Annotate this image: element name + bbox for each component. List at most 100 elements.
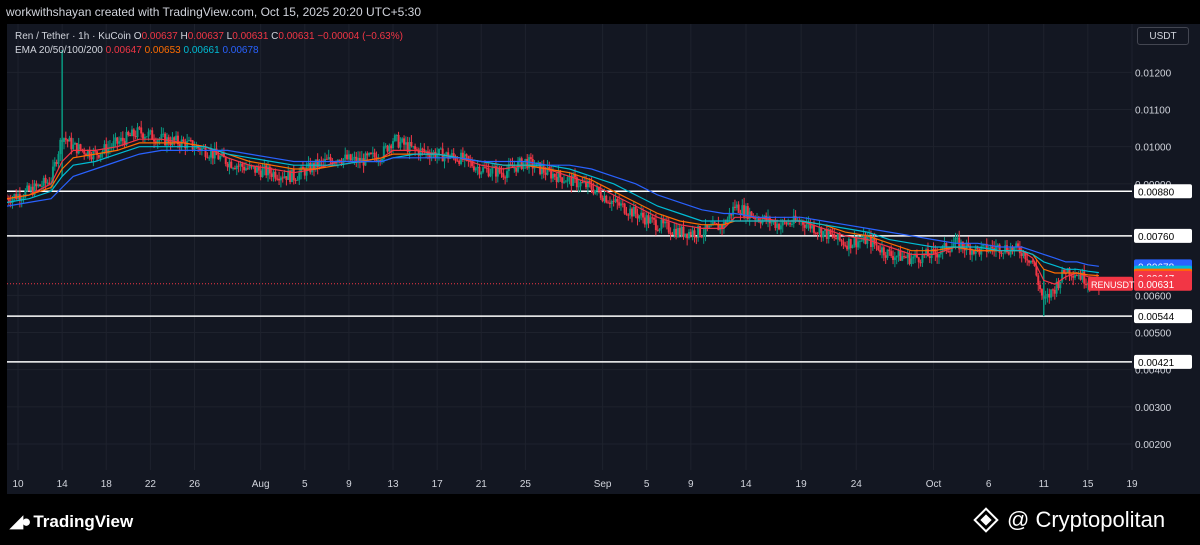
- candle-body: [697, 226, 700, 238]
- candle-body: [248, 165, 251, 169]
- candle-body: [145, 136, 148, 138]
- candle-body: [1006, 245, 1008, 253]
- candle-body: [290, 169, 293, 183]
- candle-body: [524, 158, 527, 163]
- legend-ema200: 0.00678: [222, 45, 259, 56]
- candle-body: [393, 135, 396, 142]
- candle-body: [671, 234, 674, 236]
- chart-area[interactable]: 10 14 18 22 26 Aug 5 9 13 17 21 25 Sep 5 9 14 19 24 Oct 6 11…: [7, 24, 1200, 494]
- candle-body: [414, 146, 417, 150]
- candle-body: [915, 253, 918, 258]
- candle-body: [390, 145, 393, 149]
- candle-body: [654, 219, 657, 231]
- candle-body: [994, 246, 997, 250]
- candle-body: [862, 234, 865, 241]
- candle-body: [925, 249, 928, 256]
- candle-body: [267, 166, 270, 176]
- x-tick-label: 11: [1039, 479, 1050, 490]
- candle-body: [728, 213, 731, 219]
- candle-body: [472, 166, 475, 171]
- x-tick-label: 9: [346, 479, 352, 490]
- candle-body: [388, 145, 391, 152]
- candle-body: [436, 154, 439, 159]
- candle-body: [651, 217, 654, 219]
- candle-body: [860, 240, 863, 242]
- candle-body: [608, 202, 611, 204]
- candle-body: [353, 156, 356, 159]
- candle-body: [384, 145, 387, 147]
- candle-body: [855, 238, 858, 248]
- candle-body: [401, 138, 404, 142]
- x-tick-label: 26: [189, 479, 201, 490]
- x-tick-label: 6: [986, 479, 992, 490]
- candle-body: [392, 141, 395, 149]
- candle-body: [950, 246, 953, 252]
- candle-body: [583, 181, 586, 183]
- candle-body: [526, 158, 529, 169]
- candle-body: [88, 149, 91, 158]
- candle-body: [39, 184, 42, 187]
- candle-body: [1039, 284, 1042, 290]
- candle-body: [836, 233, 839, 240]
- candle-body: [548, 167, 551, 171]
- candle-body: [1020, 253, 1023, 256]
- candle-body: [667, 222, 670, 233]
- candle-body: [912, 256, 915, 259]
- candle-body: [46, 182, 49, 184]
- candle-body: [283, 176, 286, 178]
- candle-body: [528, 157, 531, 169]
- candle-body: [276, 178, 279, 180]
- tradingview-logo-icon: ◢●: [10, 512, 31, 531]
- candle-body: [415, 149, 418, 151]
- y-tick-label: 0.01100: [1135, 105, 1171, 116]
- candle-body: [557, 171, 560, 183]
- candle-body: [478, 166, 481, 175]
- candle-body: [884, 255, 887, 258]
- candle-body: [555, 176, 558, 183]
- candle-body: [708, 225, 711, 228]
- x-tick-label: 14: [740, 479, 752, 490]
- candle-body: [28, 185, 31, 191]
- horizontal-levels[interactable]: [7, 190, 1132, 363]
- candle-body: [684, 233, 687, 237]
- candle-body: [397, 134, 400, 148]
- candle-body: [48, 182, 51, 185]
- candle-body: [785, 221, 788, 225]
- x-tick-label: 5: [302, 479, 308, 490]
- candle-body: [296, 179, 299, 181]
- candle-body: [311, 163, 314, 173]
- candle-body: [954, 237, 957, 244]
- candle-body: [366, 153, 369, 156]
- candle-body: [892, 256, 895, 260]
- currency-button[interactable]: USDT: [1137, 27, 1189, 45]
- candle-body: [969, 246, 972, 255]
- candle-body: [750, 211, 753, 217]
- cryptopolitan-logo: @ Cryptopolitan: [973, 507, 1165, 533]
- candle-body: [825, 229, 828, 239]
- candle-body: [903, 256, 906, 258]
- candle-body: [721, 224, 724, 229]
- candle-body: [37, 184, 40, 187]
- price-chart[interactable]: 10 14 18 22 26 Aug 5 9 13 17 21 25 Sep 5 9 14 19 24 Oct 6 11…: [7, 24, 1200, 494]
- candle-body: [1051, 289, 1054, 291]
- cryptopolitan-diamond-icon: [973, 507, 999, 533]
- candle-body: [993, 248, 996, 250]
- candle-body: [1081, 271, 1084, 280]
- candle-body: [1066, 268, 1069, 274]
- candle-body: [224, 157, 227, 164]
- candle-body: [1000, 252, 1003, 254]
- candle-body: [812, 225, 815, 233]
- candle-body: [1044, 296, 1047, 299]
- candle-body: [399, 141, 402, 148]
- candle-body: [818, 227, 821, 233]
- candle-body: [480, 172, 483, 175]
- ema-line-3: [7, 149, 1099, 267]
- candle-body: [851, 245, 854, 249]
- candle-body: [754, 217, 757, 220]
- candle-body: [1074, 275, 1077, 278]
- y-tick-label: 0.00400: [1135, 366, 1172, 377]
- candle-body: [498, 167, 501, 173]
- candle-body: [496, 167, 499, 177]
- candle-body: [820, 227, 823, 238]
- candle-body: [858, 240, 861, 242]
